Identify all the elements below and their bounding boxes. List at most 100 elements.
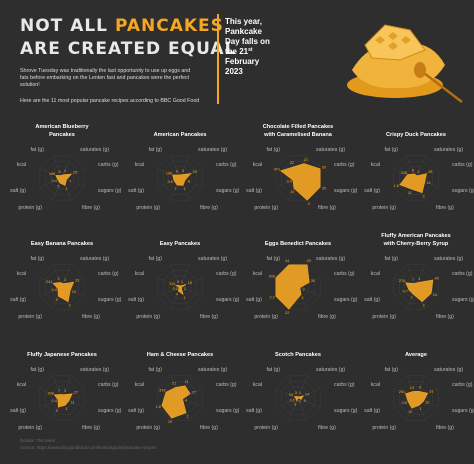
radar-chart: Eggs Benedict Pancakes kcal fat (g) saturat…	[246, 241, 357, 320]
axis-label: sugars (g)	[216, 408, 240, 414]
axis-label: saturates (g)	[80, 256, 109, 262]
axis-label: fibre (g)	[318, 205, 336, 211]
value-label: 8	[188, 180, 190, 184]
spoke	[179, 264, 190, 288]
axis-label: protein (g)	[372, 425, 396, 431]
axis-label: kcal	[135, 162, 144, 168]
value-label: 3	[177, 280, 179, 284]
chart-title: Scotch Pancakes	[275, 352, 321, 358]
value-label: 2	[423, 194, 425, 198]
axis-label: salt (g)	[10, 297, 26, 303]
web-ring	[163, 161, 197, 195]
axis-label: protein (g)	[254, 314, 278, 320]
axis-label: fat (g)	[30, 256, 44, 262]
axis-label: fibre (g)	[82, 205, 100, 211]
axis-label: fat (g)	[266, 367, 280, 373]
axis-label: saturates (g)	[198, 367, 227, 373]
value-label: 198	[166, 171, 172, 175]
value-label: 7	[410, 296, 412, 300]
value-label: 1	[302, 296, 304, 300]
value-label: 93	[289, 393, 293, 397]
side-note: Pankcake	[225, 27, 262, 36]
side-note: Day falls on	[225, 37, 270, 46]
spoke	[170, 264, 181, 288]
axis-label: protein (g)	[372, 314, 396, 320]
value-label: 31	[75, 279, 79, 283]
web-ring	[163, 381, 197, 415]
axis-label: fibre (g)	[436, 205, 454, 211]
value-label: 28	[428, 170, 432, 174]
value-label: 10	[290, 190, 294, 194]
value-label: 29	[192, 170, 196, 174]
chart-title: Fluffy American Pancakes	[381, 233, 450, 239]
value-label: 21	[172, 382, 176, 386]
web-ring	[393, 375, 439, 421]
radar-chart: Crispy Duck Pancakes kcal fat (g) saturates…	[364, 132, 474, 211]
title-line-1: NOT ALL PANCAKES	[20, 16, 224, 36]
axis-label: kcal	[135, 382, 144, 388]
axis-label: protein (g)	[372, 205, 396, 211]
web-ring	[399, 381, 433, 415]
value-label: 276	[399, 279, 405, 283]
web-ring	[399, 161, 433, 195]
axis-label: sugars (g)	[216, 297, 240, 303]
value-label: 13	[410, 386, 414, 390]
axis-label: protein (g)	[254, 205, 278, 211]
axis-label: carbs (g)	[452, 382, 473, 388]
radar-area	[279, 163, 321, 201]
axis-label: protein (g)	[254, 425, 278, 431]
value-label: 9	[56, 298, 58, 302]
value-label: 2.2	[269, 296, 274, 300]
radar-chart: American Pancakes kcal fat (g) saturates (g…	[128, 132, 239, 211]
axis-label: sugars (g)	[98, 297, 122, 303]
value-label: 4	[418, 277, 420, 281]
web-ring	[157, 375, 203, 421]
value-label: 471	[274, 167, 280, 171]
side-note: This year,	[225, 17, 262, 26]
axis-label: kcal	[253, 382, 262, 388]
axis-label: kcal	[371, 271, 380, 277]
intro-line: solution!	[20, 82, 40, 88]
web-ring	[281, 381, 315, 415]
web-ring	[168, 275, 192, 299]
value-label: 7	[412, 278, 414, 282]
value-label: 3	[182, 169, 184, 173]
axis-label: saturates (g)	[434, 256, 463, 262]
spoke	[415, 155, 426, 179]
date-day: the 21	[225, 47, 249, 56]
value-label: 228	[401, 171, 407, 175]
spoke	[288, 397, 299, 421]
web-ring	[275, 155, 321, 201]
value-label: 2	[184, 287, 186, 291]
web-ring	[399, 270, 433, 304]
value-label: 30	[311, 279, 315, 283]
value-label: 11	[408, 191, 412, 195]
axis-label: protein (g)	[18, 425, 42, 431]
value-label: 45	[434, 276, 438, 280]
value-label: 2	[69, 303, 71, 307]
intro-line: Shrove Tuesday was traditionally the las…	[20, 68, 190, 74]
value-label: 0.7	[403, 289, 408, 293]
value-label: 7	[69, 179, 71, 183]
value-label: 13	[303, 158, 307, 162]
axis-label: fibre (g)	[82, 425, 100, 431]
value-label: 7	[174, 187, 176, 191]
footer-source: Source: https://www.bbcgoodfood.com/howt…	[20, 445, 157, 450]
axis-label: protein (g)	[136, 205, 160, 211]
chart-title: American Pancakes	[154, 132, 207, 138]
value-label: 5	[57, 185, 59, 189]
axis-label: fat (g)	[384, 147, 398, 153]
axis-label: fat (g)	[148, 256, 162, 262]
axis-label: sugars (g)	[98, 188, 122, 194]
side-note-date: the 21st	[225, 47, 253, 56]
value-label: 1	[181, 280, 183, 284]
value-label: 11	[185, 380, 189, 384]
value-label: 14	[305, 392, 309, 396]
axis-label: salt (g)	[10, 188, 26, 194]
axis-label: salt (g)	[364, 188, 380, 194]
axis-label: protein (g)	[18, 205, 42, 211]
value-label: 1	[299, 391, 301, 395]
radar-chart: American Blueberry Pancakes kcal fat (g) sat…	[10, 124, 121, 211]
title-highlight: PANCAKES	[115, 16, 224, 36]
web-ring	[393, 155, 439, 201]
